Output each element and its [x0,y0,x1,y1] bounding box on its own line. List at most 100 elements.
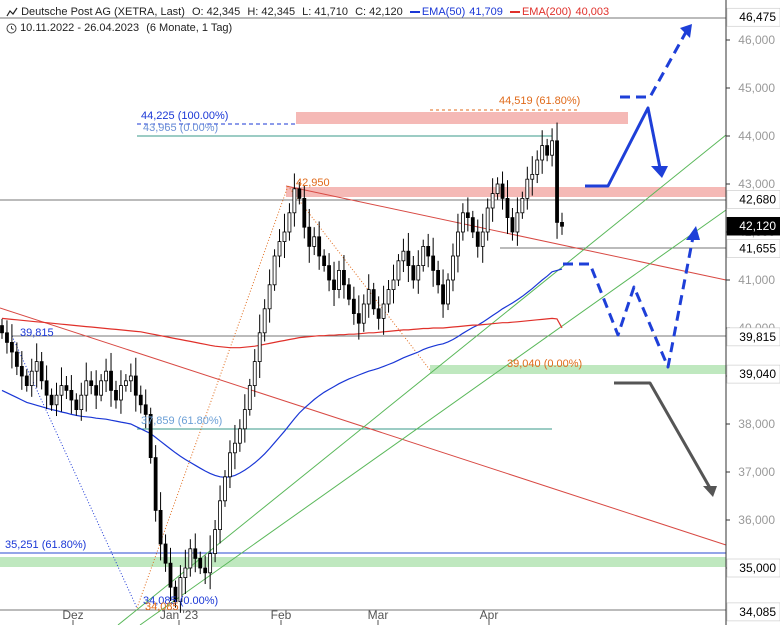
candle-body [351,298,356,315]
candle-body [19,365,24,377]
price-mark-box [726,558,780,578]
candle-body [0,325,4,334]
candle [302,185,307,239]
candle-body [208,553,213,574]
candle [267,269,272,323]
candle-body [550,140,554,156]
candle [114,380,118,409]
annotation-label: 39,040 (0.00%) [507,358,582,370]
candle-body [421,245,426,266]
candle [480,213,485,263]
candle-body [500,183,505,199]
candle-body [366,289,371,305]
candle-body [84,380,89,396]
candle-body [173,586,178,603]
y-tick-label: 36,000 [738,513,775,527]
candle-body [540,145,545,161]
candle-body [371,289,376,310]
candle [456,213,460,273]
candle-body [168,562,173,588]
trend-lines [0,134,727,625]
candle-body [119,385,123,401]
candle [228,440,232,489]
candle-body [456,231,460,257]
candle-body [178,577,183,602]
candle-body [555,140,559,223]
candle [446,273,450,311]
candle [292,173,297,227]
price-mark: 39,815 [726,327,780,347]
candle [262,299,267,342]
price-mark-label: 35,000 [739,561,776,575]
candle-body [361,303,366,324]
chart-header-line2: 10.11.2022 - 26.04.2023 (6 Monate, 1 Tag… [6,22,236,34]
candle [29,358,34,397]
candle-body [153,457,158,511]
candle-body [381,303,386,319]
candle-body [406,250,411,266]
candle [237,419,242,452]
candle [153,445,158,522]
candle-body [89,380,94,386]
candle [19,351,24,390]
candle-body [460,212,465,233]
candle [74,393,79,416]
candle-body [163,543,168,564]
candle-body [14,351,19,367]
candle [10,324,14,369]
candle [148,407,153,464]
x-tick-label: Jan '23 [160,608,199,622]
candle-body [446,279,450,305]
candle-body [411,265,416,281]
candle [347,278,351,306]
candle [436,260,441,294]
candle [123,374,128,392]
candle [465,197,470,232]
open-value: O: 42,345 [191,6,241,18]
candle-body [401,250,406,262]
y-tick-label: 38,000 [738,417,775,431]
candle [203,555,208,585]
candle [168,547,173,602]
candle-body [490,193,495,209]
candle [79,382,84,421]
candle [257,314,262,379]
candle-body [128,375,133,382]
candle [307,208,312,263]
close-value: C: 42,120 [355,6,403,18]
candle-body [465,212,470,219]
bullish-scenario-solid [585,106,662,188]
candle-body [505,197,510,218]
candle [69,375,74,414]
candle-body [158,509,163,545]
candle-body [525,178,530,199]
candle [208,535,213,590]
annotation-label: 35,251 (61.80%) [5,539,86,551]
candle [411,256,416,289]
y-tick-label: 41,000 [738,273,775,287]
candle [89,371,94,395]
candle [297,182,302,205]
candle [277,229,282,268]
candle [0,318,4,339]
candle-body [94,385,99,396]
candle [470,210,475,239]
candle [193,533,198,573]
fib-dotted-orange-up [136,185,289,609]
candle-body [64,385,69,391]
price-mark-label: 41,655 [739,242,776,256]
candle [530,156,535,196]
candle-body [183,567,188,579]
instrument-title: Deutsche Post AG (XETRA, Last) [21,6,185,18]
candle-body [342,269,346,286]
bullish-scenario-dashed-head [680,24,692,38]
candle-body [322,255,327,267]
candle-body [436,269,441,286]
candle-body [396,260,401,281]
candle [426,233,431,268]
support-zone-39040 [430,365,726,374]
candle [361,294,366,332]
candle-body [475,231,480,247]
x-tick-label: Dez [62,608,83,622]
